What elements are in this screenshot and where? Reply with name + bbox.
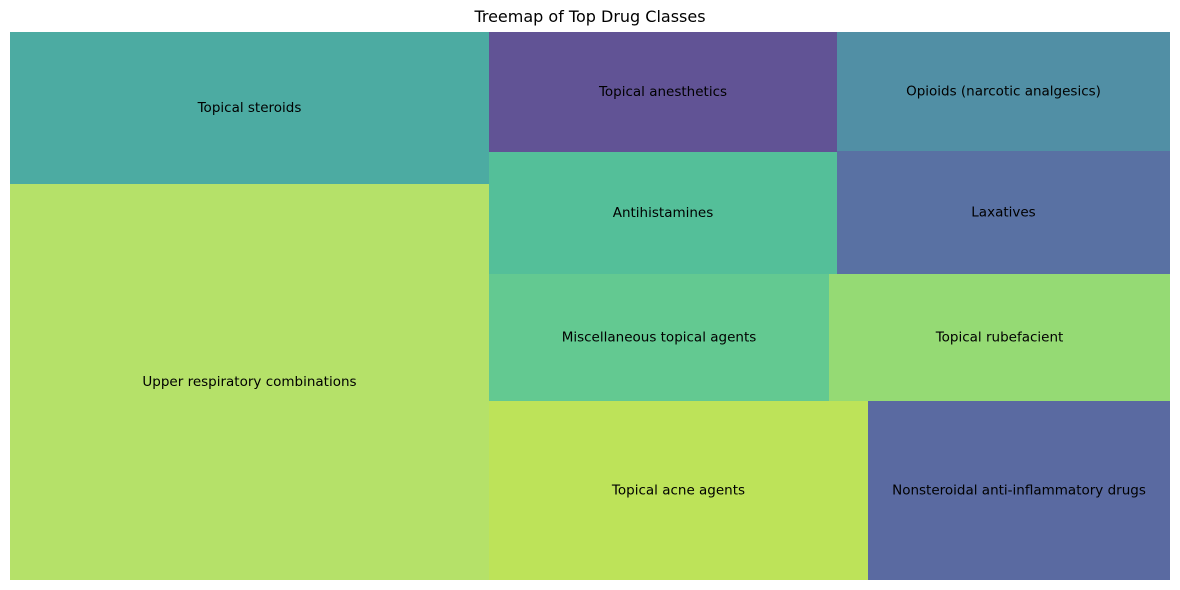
tile-miscellaneous-topical-agents: Miscellaneous topical agents — [489, 274, 829, 401]
tile-topical-acne-agents: Topical acne agents — [489, 401, 868, 580]
tile-label: Topical anesthetics — [598, 84, 727, 100]
tile-rect — [837, 32, 1170, 151]
tile-rect — [10, 32, 489, 184]
tile-rect — [868, 401, 1170, 580]
tile-laxatives: Laxatives — [837, 151, 1170, 274]
tile-rect — [10, 184, 489, 580]
tile-antihistamines: Antihistamines — [489, 152, 837, 274]
tile-rect — [489, 401, 868, 580]
tile-label: Opioids (narcotic analgesics) — [906, 84, 1101, 100]
tile-topical-steroids: Topical steroids — [10, 32, 489, 184]
tile-label: Topical steroids — [197, 100, 302, 116]
tile-rect — [829, 274, 1170, 401]
tile-rect — [489, 32, 837, 152]
tile-label: Miscellaneous topical agents — [562, 330, 757, 346]
tile-label: Nonsteroidal anti-inflammatory drugs — [892, 483, 1146, 499]
tile-label: Upper respiratory combinations — [142, 374, 356, 390]
tile-label: Laxatives — [971, 205, 1035, 221]
tile-opioids-narcotic-analgesics: Opioids (narcotic analgesics) — [837, 32, 1170, 151]
chart-title: Treemap of Top Drug Classes — [474, 7, 706, 26]
tile-label: Antihistamines — [613, 205, 714, 221]
tile-topical-rubefacient: Topical rubefacient — [829, 274, 1170, 401]
tile-topical-anesthetics: Topical anesthetics — [489, 32, 837, 152]
tile-rect — [837, 151, 1170, 274]
tile-upper-respiratory-combinations: Upper respiratory combinations — [10, 184, 489, 580]
tile-nonsteroidal-anti-inflammatory-drugs: Nonsteroidal anti-inflammatory drugs — [868, 401, 1170, 580]
tile-rect — [489, 152, 837, 274]
tile-label: Topical acne agents — [611, 483, 745, 499]
tile-rect — [489, 274, 829, 401]
tile-label: Topical rubefacient — [935, 330, 1064, 346]
